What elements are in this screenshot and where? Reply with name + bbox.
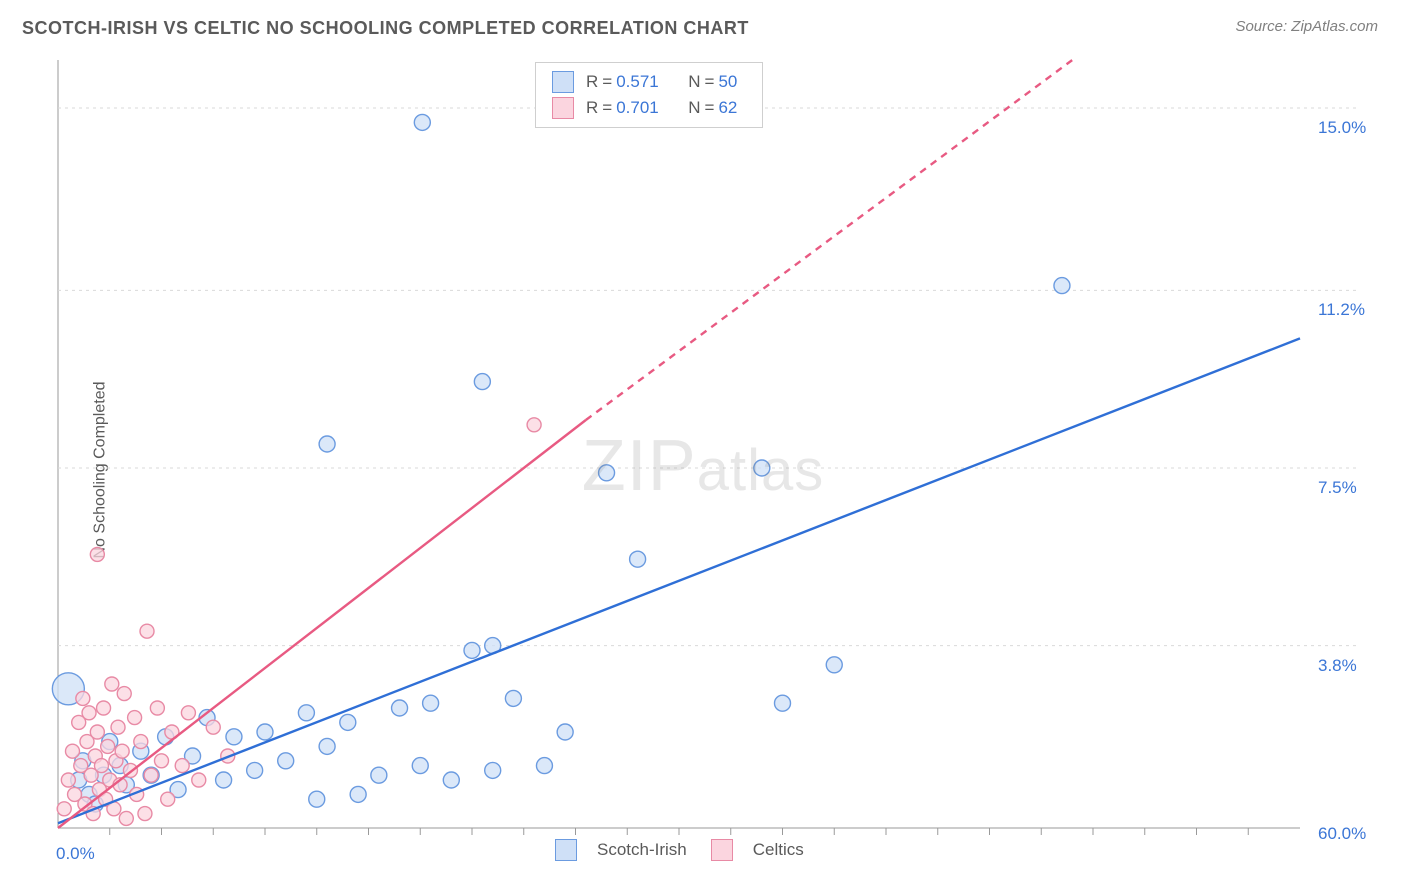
data-point [775, 695, 791, 711]
data-point [57, 802, 71, 816]
data-point [181, 706, 195, 720]
legend-swatch [555, 839, 577, 861]
data-point [527, 418, 541, 432]
legend-row: R=0.701N=62 [552, 95, 746, 121]
data-point [392, 700, 408, 716]
legend-label: Celtics [753, 840, 804, 860]
legend-item: Celtics [711, 839, 804, 861]
data-point [128, 711, 142, 725]
chart-area: No Schooling Completed ZIPatlas R=0.571N… [0, 48, 1406, 892]
data-point [423, 695, 439, 711]
data-point [599, 465, 615, 481]
scatter-chart [0, 48, 1406, 892]
correlation-legend: R=0.571N=50R=0.701N=62 [535, 62, 763, 128]
data-point [155, 754, 169, 768]
data-point [138, 807, 152, 821]
trend-line [58, 338, 1300, 823]
data-point [319, 436, 335, 452]
data-point [90, 547, 104, 561]
y-tick-label: 3.8% [1318, 656, 1357, 676]
data-point [140, 624, 154, 638]
y-tick-label: 7.5% [1318, 478, 1357, 498]
x-tick-label: 0.0% [56, 844, 95, 864]
legend-label: Scotch-Irish [597, 840, 687, 860]
data-point [94, 759, 108, 773]
data-point [443, 772, 459, 788]
data-point [340, 714, 356, 730]
data-point [474, 374, 490, 390]
data-point [150, 701, 164, 715]
data-point [61, 773, 75, 787]
data-point [257, 724, 273, 740]
data-point [1054, 278, 1070, 294]
data-point [90, 725, 104, 739]
data-point [278, 753, 294, 769]
data-point [371, 767, 387, 783]
data-point [412, 758, 428, 774]
x-tick-label: 60.0% [1318, 824, 1366, 844]
data-point [319, 738, 335, 754]
data-point [485, 762, 501, 778]
y-tick-label: 11.2% [1318, 300, 1365, 320]
data-point [65, 744, 79, 758]
data-point [175, 759, 189, 773]
data-point [206, 720, 220, 734]
data-point [226, 729, 242, 745]
chart-source: Source: ZipAtlas.com [1235, 18, 1378, 35]
data-point [754, 460, 770, 476]
data-point [97, 701, 111, 715]
legend-swatch [552, 97, 574, 119]
data-point [216, 772, 232, 788]
data-point [247, 762, 263, 778]
data-point [192, 773, 206, 787]
data-point [557, 724, 573, 740]
data-point [826, 657, 842, 673]
data-point [414, 114, 430, 130]
data-point [111, 720, 125, 734]
series-legend: Scotch-Irish Celtics [555, 839, 804, 861]
legend-swatch [711, 839, 733, 861]
data-point [115, 744, 129, 758]
legend-swatch [552, 71, 574, 93]
data-point [464, 642, 480, 658]
data-point [630, 551, 646, 567]
legend-item: Scotch-Irish [555, 839, 687, 861]
data-point [82, 706, 96, 720]
data-point [119, 811, 133, 825]
data-point [134, 735, 148, 749]
data-point [298, 705, 314, 721]
data-point [161, 792, 175, 806]
data-point [117, 687, 131, 701]
data-point [144, 768, 158, 782]
chart-title: SCOTCH-IRISH VS CELTIC NO SCHOOLING COMP… [22, 18, 749, 39]
data-point [101, 739, 115, 753]
trend-line [58, 420, 586, 828]
data-point [536, 758, 552, 774]
data-point [76, 691, 90, 705]
legend-row: R=0.571N=50 [552, 69, 746, 95]
data-point [309, 791, 325, 807]
data-point [350, 786, 366, 802]
y-tick-label: 15.0% [1318, 118, 1366, 138]
data-point [105, 677, 119, 691]
data-point [505, 690, 521, 706]
